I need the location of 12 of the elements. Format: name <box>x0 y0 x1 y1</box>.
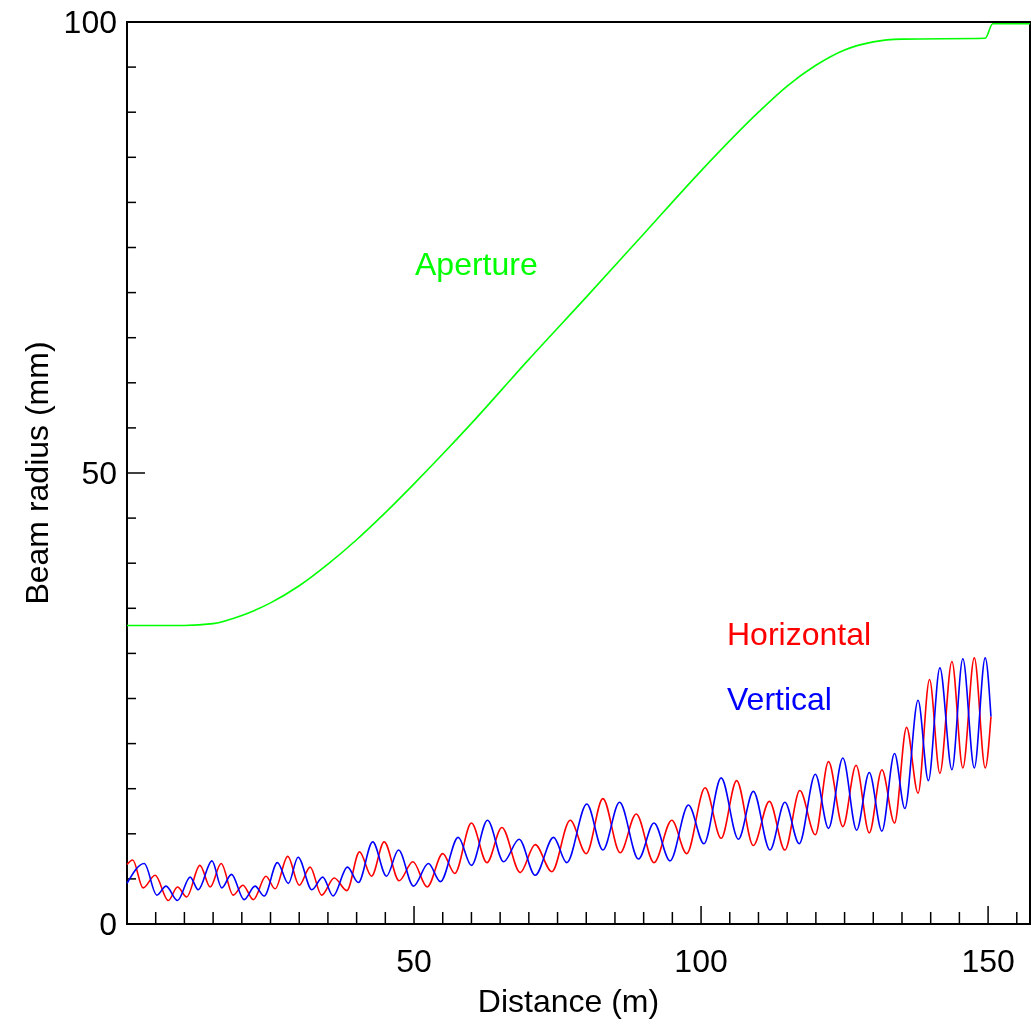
series-label: Aperture <box>415 246 538 282</box>
x-tick-label: 100 <box>674 943 728 979</box>
x-tick-label: 150 <box>961 943 1015 979</box>
x-axis-title: Distance (m) <box>477 983 660 1019</box>
y-tick-label: 100 <box>63 4 117 40</box>
line-series <box>126 657 992 902</box>
y-tick-label: 0 <box>99 906 117 942</box>
x-tick-label: 50 <box>396 943 432 979</box>
series-label: Vertical <box>727 681 832 717</box>
y-tick-label: 50 <box>81 455 117 491</box>
y-axis-title: Beam radius (mm) <box>19 341 55 605</box>
text: Horizontal <box>727 616 872 652</box>
